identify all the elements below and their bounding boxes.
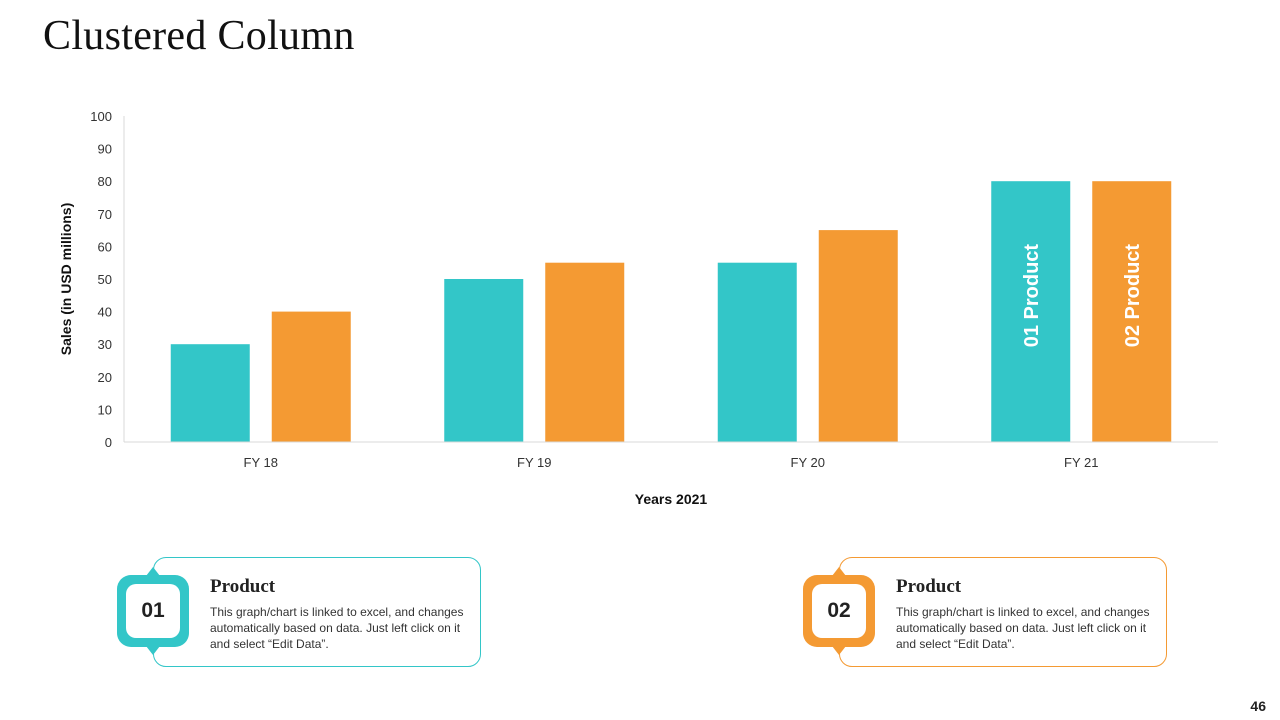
bars[interactable] [170,181,1172,442]
x-tick-label: FY 20 [791,455,825,470]
badge-01: 01 [117,567,189,655]
series-labels: 01 Product 02 Product [1021,244,1144,348]
badge-number: 02 [812,584,866,638]
x-tick-label: FY 21 [1064,455,1098,470]
series-label-1: 01 Product [1021,244,1043,348]
bar-fy18-series-1[interactable] [170,344,250,442]
bar-fy20-series-2[interactable] [818,230,898,442]
card-title-2: Product [896,576,962,597]
x-axis-ticks: FY 18 FY 19 FY 20 FY 21 [244,455,1099,470]
y-tick-label: 0 [105,435,112,450]
y-axis-ticks: 0 10 20 30 40 50 60 70 80 90 100 [90,109,112,450]
y-tick-label: 90 [98,142,112,157]
bar-fy18-series-2[interactable] [271,311,351,442]
y-tick-label: 80 [98,174,112,189]
y-tick-label: 50 [98,272,112,287]
bar-fy19-series-2[interactable] [545,262,625,442]
card-text-2: This graph/chart is linked to excel, and… [896,605,1150,651]
page-number: 46 [1250,698,1266,714]
bar-fy21-series-2[interactable] [1092,181,1172,442]
y-axis-label: Sales (in USD millions) [58,203,74,355]
bar-fy20-series-1[interactable] [717,262,797,442]
y-tick-label: 100 [90,109,112,124]
x-axis-label: Years 2021 [635,491,708,507]
series-label-2: 02 Product [1122,244,1144,348]
y-tick-label: 40 [98,305,112,320]
badge-tip-top [832,567,846,576]
y-tick-label: 20 [98,370,112,385]
y-tick-label: 60 [98,239,112,254]
badge-number: 01 [126,584,180,638]
badge-tip-top [146,567,160,576]
card-title-1: Product [210,576,276,597]
badge-tip-bottom [146,646,160,655]
x-tick-label: FY 18 [244,455,278,470]
bar-fy21-series-1[interactable] [991,181,1071,442]
bar-fy19-series-1[interactable] [444,279,524,442]
slide-title: Clustered Column [43,13,355,59]
badge-tip-bottom [832,646,846,655]
x-tick-label: FY 19 [517,455,551,470]
y-tick-label: 70 [98,207,112,222]
card-text-1: This graph/chart is linked to excel, and… [210,605,464,651]
badge-02: 02 [803,567,875,655]
y-tick-label: 30 [98,337,112,352]
y-tick-label: 10 [98,402,112,417]
